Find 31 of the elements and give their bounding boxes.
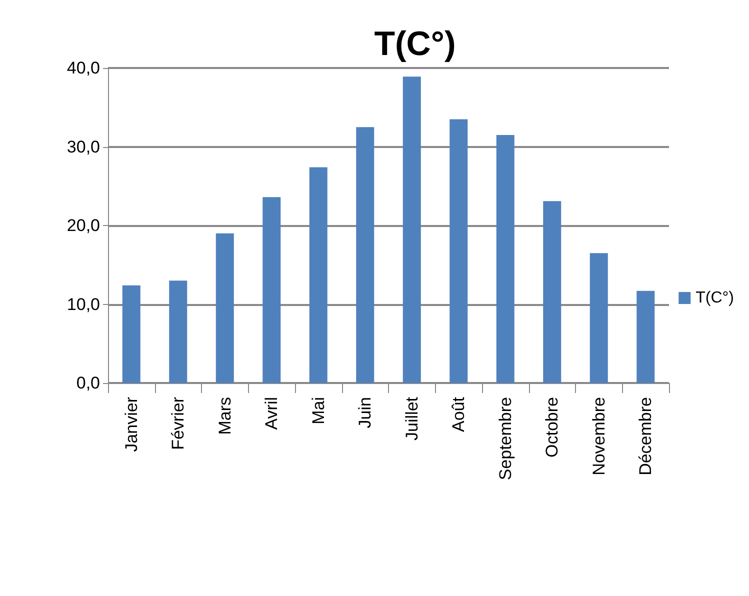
bar (496, 134, 514, 383)
x-tick-label: Février (168, 396, 188, 450)
bar (543, 201, 562, 383)
x-tick-label: Juillet (402, 396, 422, 440)
bar (169, 280, 188, 383)
x-tick-label: Octobre (542, 397, 562, 458)
x-tick-label: Mars (215, 397, 234, 435)
y-tick-label: 0,0 (76, 374, 100, 392)
x-tick-label: Mai (308, 397, 328, 424)
bar (122, 285, 140, 383)
x-tick-label: Avril (262, 397, 282, 430)
x-tick-label: Juin (356, 397, 375, 428)
y-tick-label: 40,0 (66, 58, 100, 78)
bar (262, 197, 281, 383)
bar (636, 290, 655, 383)
x-tick-label: Août (449, 396, 468, 432)
bar (216, 233, 234, 383)
legend-label: T(C°) (696, 290, 734, 306)
bar (402, 76, 421, 383)
chart-title: T(C°) (374, 25, 456, 63)
y-tick-label: 20,0 (66, 216, 100, 235)
bar (450, 119, 468, 383)
bar (309, 167, 328, 383)
bar (590, 253, 608, 383)
x-tick-label: Septembre (496, 397, 515, 480)
x-tick-label: Janvier (122, 396, 141, 452)
x-tick-label: Décembre (636, 397, 656, 476)
x-tick-label: Novembre (589, 397, 608, 476)
y-tick-label: 10,0 (66, 294, 100, 314)
bar (356, 127, 374, 383)
y-tick-label: 30,0 (66, 137, 100, 156)
